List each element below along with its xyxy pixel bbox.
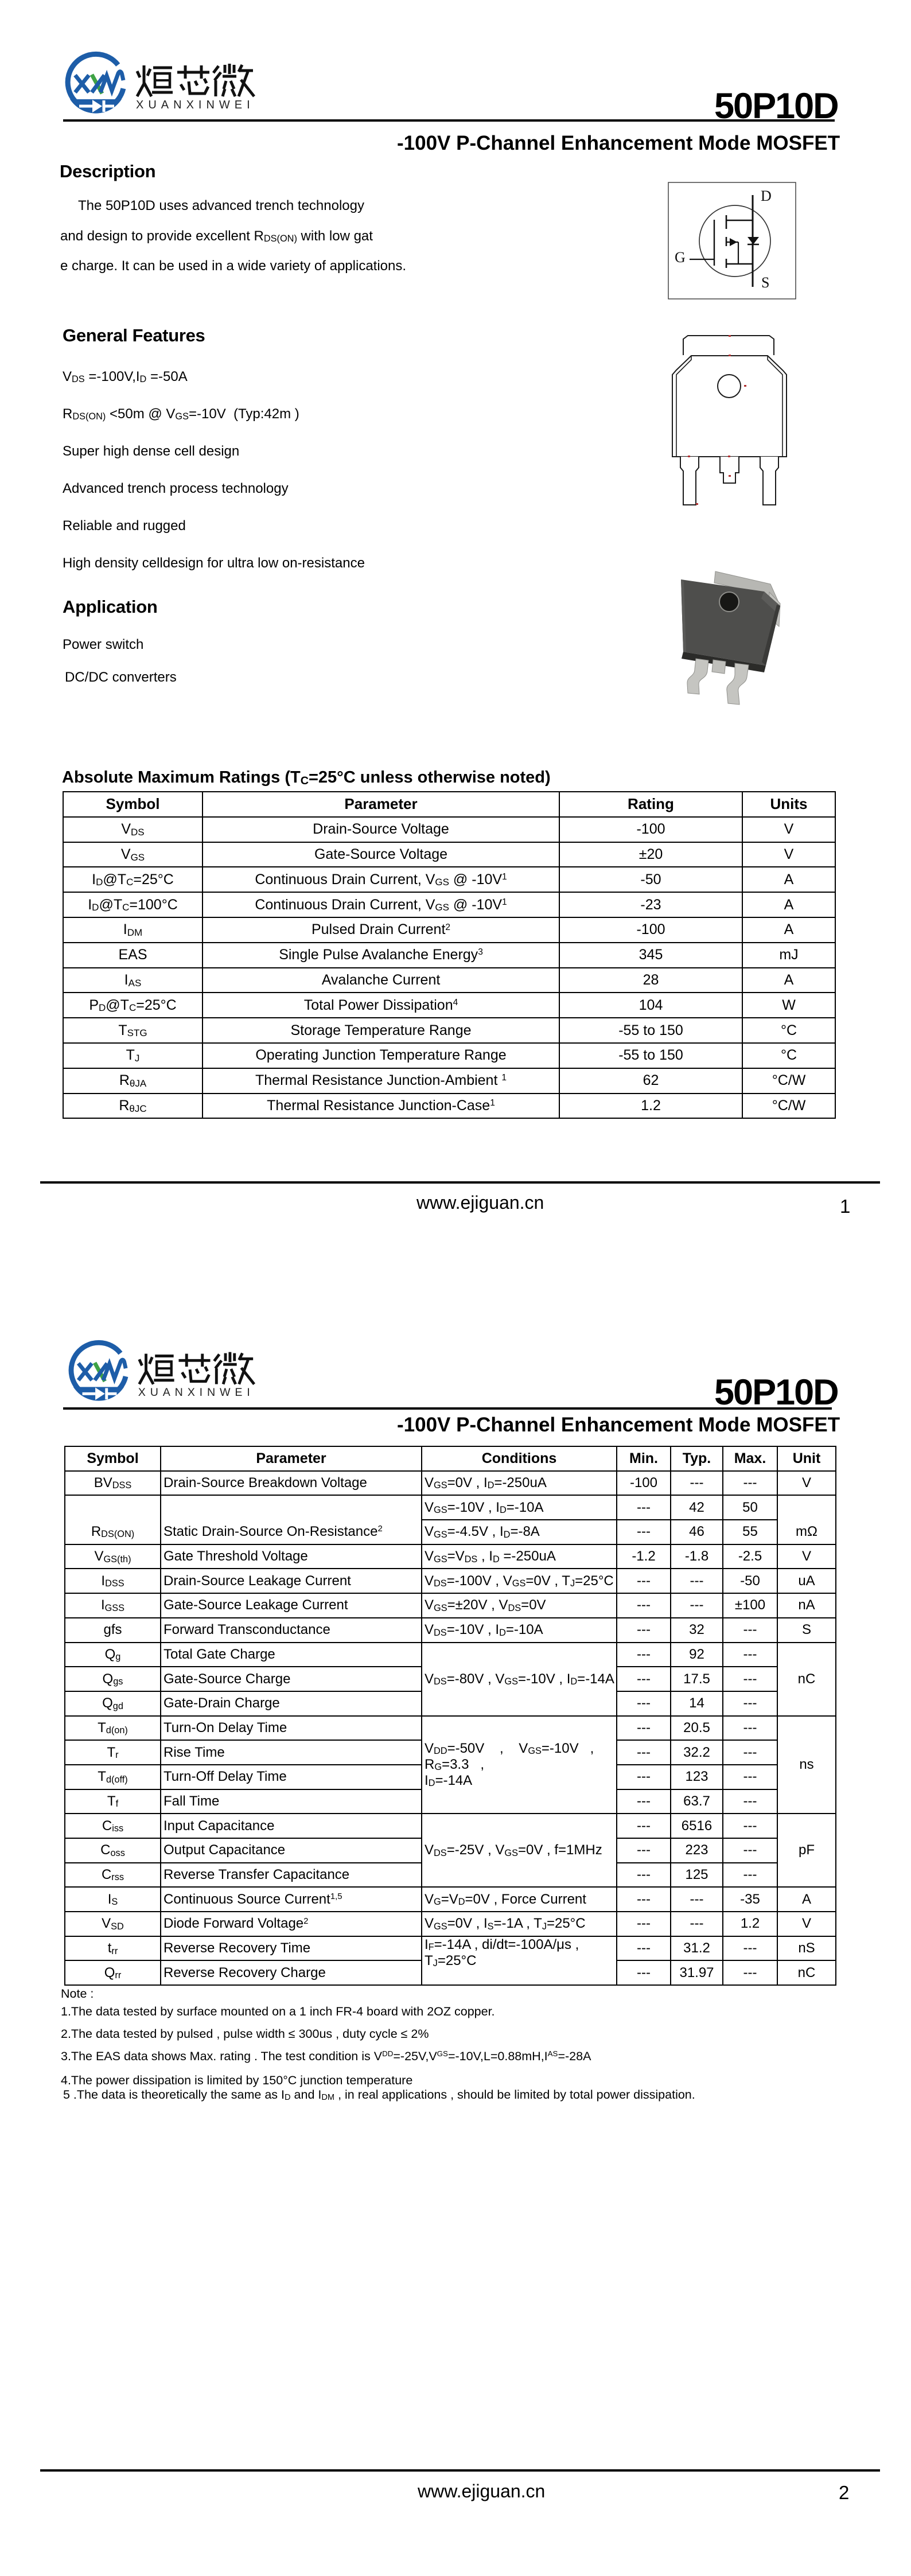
svg-text:D: D [761,188,772,204]
svg-text:S: S [761,274,769,291]
svg-text:G: G [675,249,686,266]
